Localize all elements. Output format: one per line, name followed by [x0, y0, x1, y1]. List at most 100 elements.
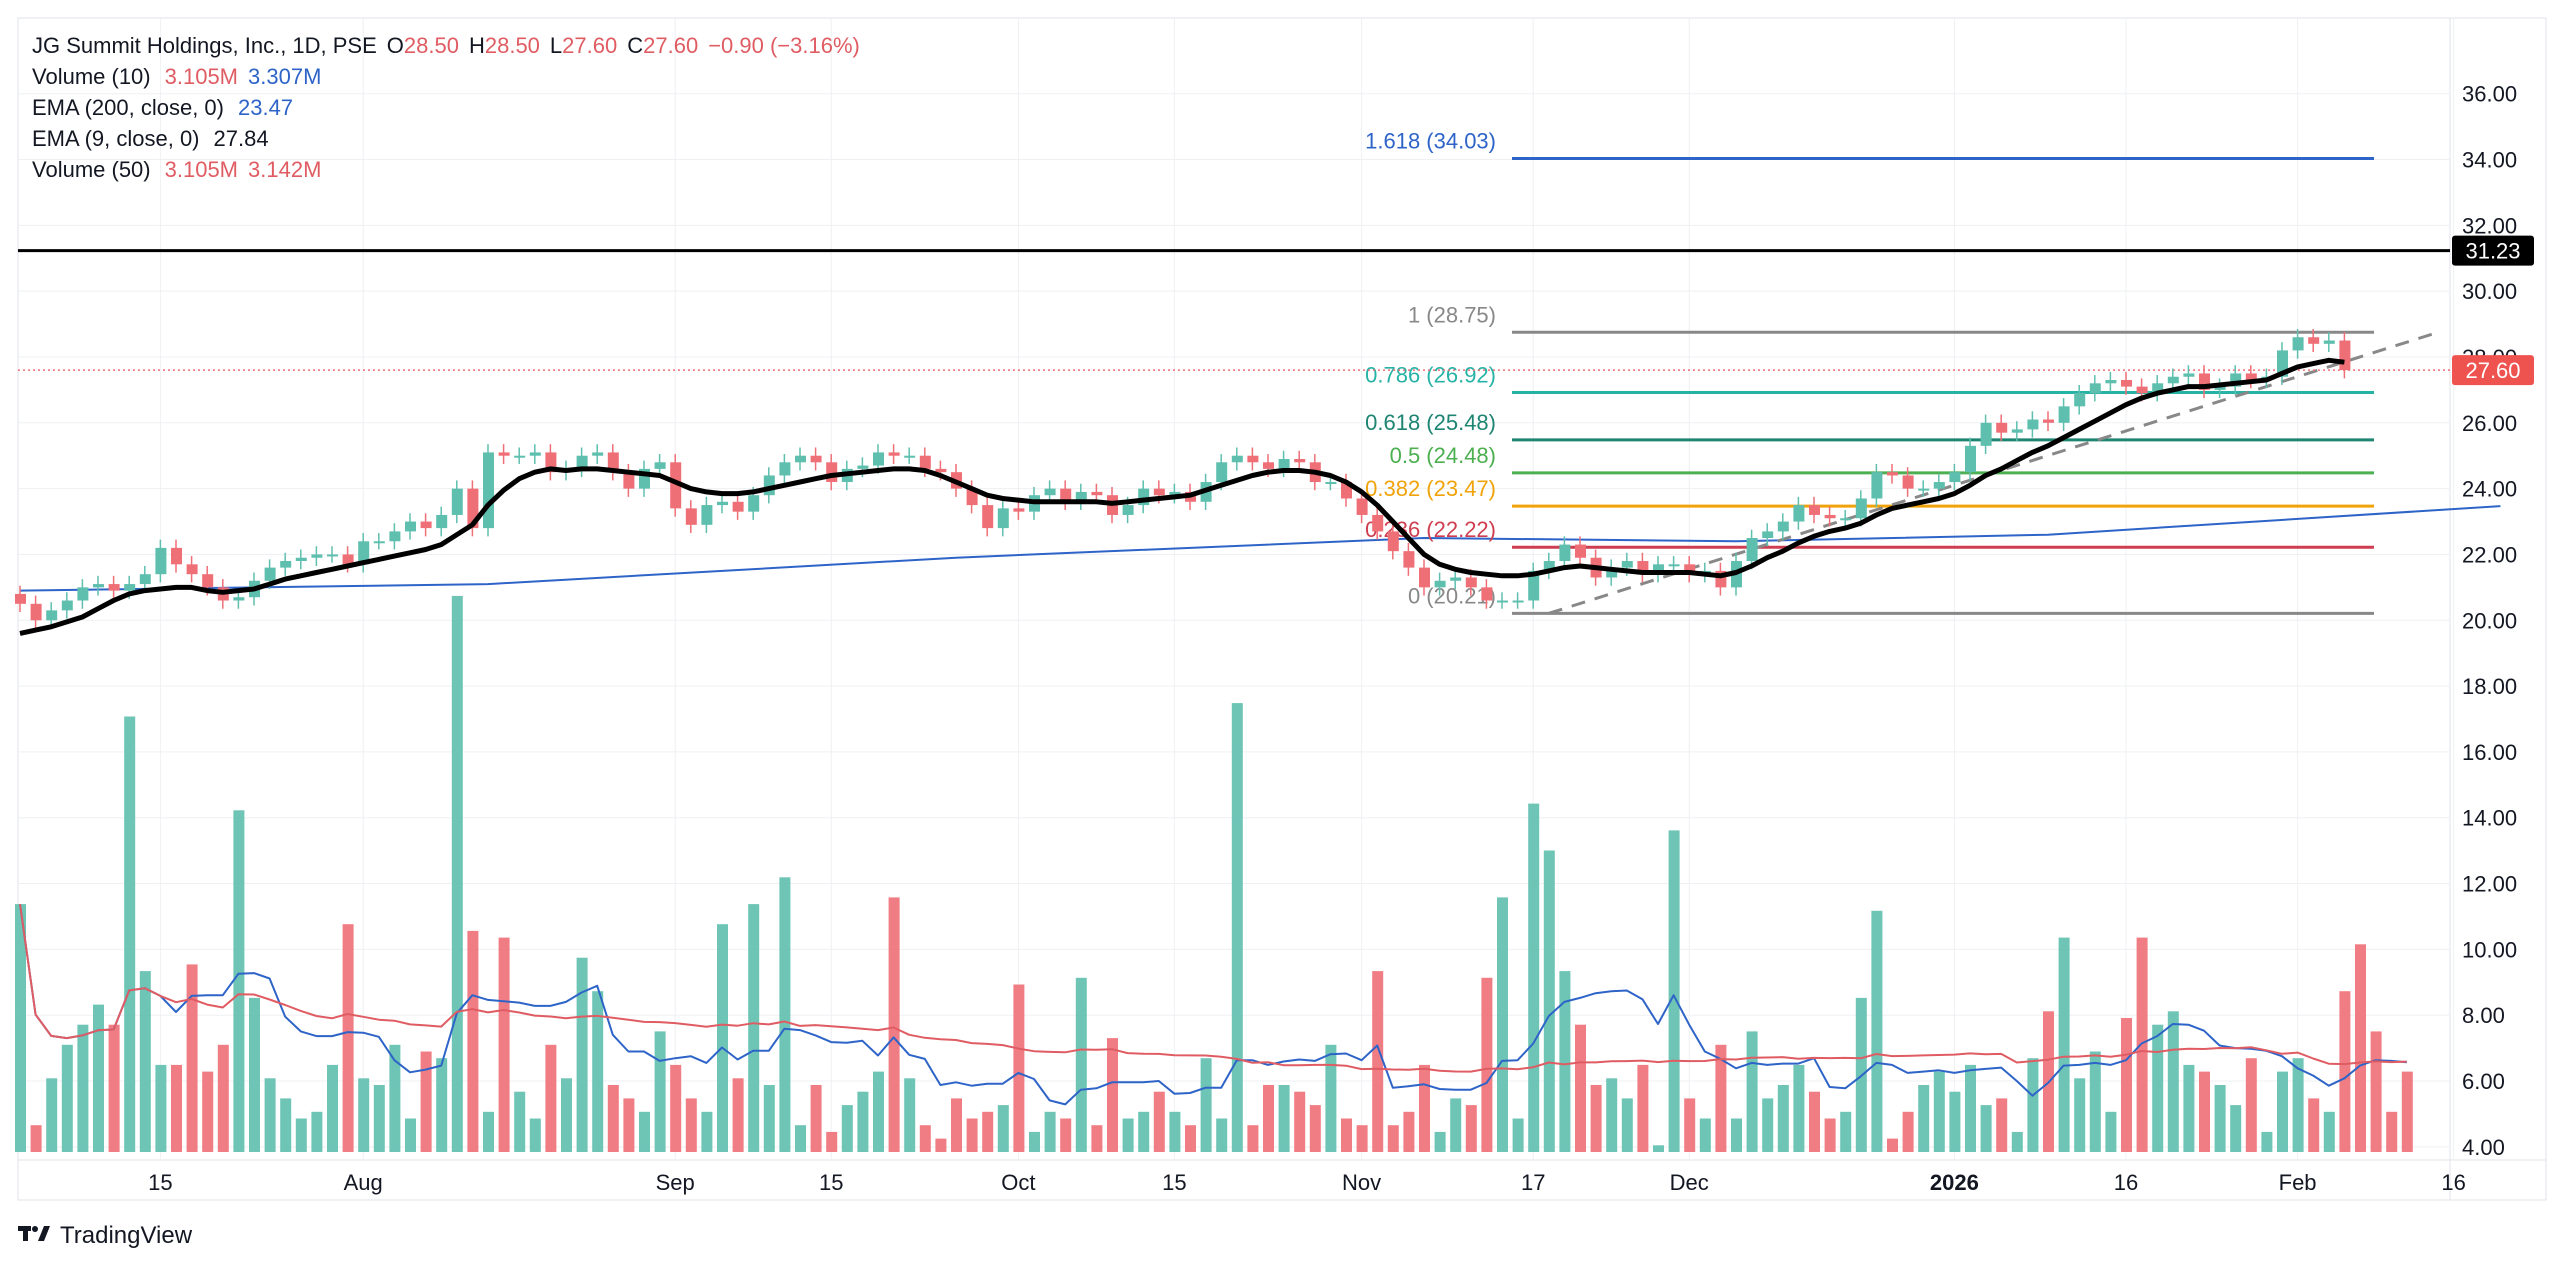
candle-body: [607, 452, 619, 473]
candle-body: [1996, 422, 2008, 433]
volume-bar: [857, 1091, 869, 1152]
candle-body: [1668, 564, 1680, 567]
candle-body: [935, 468, 947, 473]
candle-body: [420, 521, 432, 529]
indicator-volume10[interactable]: Volume (10) 3.105M 3.307M: [32, 61, 860, 92]
volume-bar: [171, 1064, 182, 1152]
candle-body: [654, 462, 666, 469]
indicator-value: 3.105M: [164, 157, 239, 182]
candle-body: [1450, 577, 1462, 581]
candle-body: [966, 488, 978, 506]
volume-ma50-line: [19, 903, 2407, 1073]
candle-body: [639, 468, 650, 489]
indicator-value: 27.84: [213, 126, 269, 151]
ohlc-low-label: L: [549, 33, 563, 58]
candle-body: [124, 584, 136, 591]
candle-body: [1465, 577, 1477, 588]
volume-bar: [46, 1078, 58, 1152]
volume-bar: [1356, 1125, 1368, 1152]
volume-bar: [826, 1131, 838, 1152]
volume-bar: [1731, 1118, 1742, 1152]
candle-body: [2136, 386, 2148, 394]
volume-bar: [1247, 1125, 1259, 1152]
volume-bar: [249, 997, 260, 1152]
volume-bar: [966, 1118, 978, 1152]
indicator-name: EMA (200, close, 0): [32, 95, 224, 120]
candle-body: [1684, 564, 1696, 575]
candle-body: [1138, 488, 1150, 506]
indicator-volume50[interactable]: Volume (50) 3.105M 3.142M: [32, 154, 860, 185]
volume-bar: [2261, 1131, 2273, 1152]
candle-body: [1481, 587, 1493, 601]
candle-body: [1419, 567, 1430, 588]
price-tick-label: 8.00: [2462, 1003, 2505, 1028]
volume-bar: [233, 810, 245, 1152]
time-tick-label: Oct: [1001, 1170, 1035, 1195]
candle-body: [1060, 488, 1072, 502]
volume-bar: [1684, 1098, 1696, 1152]
volume-bar: [2386, 1111, 2398, 1152]
symbol-title: JG Summit Holdings, Inc., 1D, PSE: [32, 33, 377, 58]
volume-bar: [592, 991, 604, 1152]
volume-bar: [1715, 1044, 1727, 1152]
candle-body: [1762, 531, 1774, 538]
price-tick-label: 4.00: [2462, 1135, 2505, 1160]
candle-body: [1855, 498, 1867, 519]
ema200-line: [19, 505, 2501, 592]
volume-bar: [1434, 1131, 1446, 1152]
volume-bar: [1341, 1118, 1352, 1152]
candle-body: [1325, 482, 1337, 485]
volume-bar: [1653, 1145, 1664, 1152]
candle-body: [358, 541, 370, 565]
candle-body: [545, 452, 557, 473]
volume-bar: [1153, 1091, 1165, 1152]
ohlc-close-label: C: [627, 33, 644, 58]
volume-bar: [2105, 1111, 2117, 1152]
candle-body: [389, 531, 401, 542]
price-tick-label: 24.00: [2462, 477, 2517, 502]
candle-body: [280, 561, 292, 568]
candle-body: [1247, 455, 1259, 463]
volume-bar: [30, 1125, 42, 1152]
volume-bar: [1918, 1085, 1930, 1152]
candle-body: [810, 455, 822, 463]
candle-body: [2121, 380, 2132, 387]
volume-bar: [1980, 1105, 1992, 1152]
indicator-value-2: 3.142M: [248, 157, 322, 182]
volume-bar: [1481, 977, 1493, 1152]
candle-body: [61, 600, 73, 611]
ohlc-low-value: 27.60: [562, 33, 618, 58]
candle-body: [1263, 462, 1274, 469]
price-tick-label: 22.00: [2462, 542, 2517, 567]
candle-body: [1653, 564, 1664, 575]
candle-body: [701, 505, 713, 525]
volume-bar: [748, 904, 760, 1152]
volume-bar: [483, 1111, 494, 1152]
candle-body: [732, 501, 744, 512]
candle-body: [1793, 505, 1805, 522]
candle-body: [1824, 514, 1836, 519]
volume-bar: [1809, 1091, 1820, 1152]
volume-bar: [61, 1044, 73, 1152]
price-change: −0.90 (−3.16%): [708, 33, 860, 58]
last-price-badge-bg: [2452, 355, 2534, 386]
volume-bar: [1606, 1078, 1618, 1152]
indicator-ema9[interactable]: EMA (9, close, 0) 27.84: [32, 123, 860, 154]
indicator-ema200[interactable]: EMA (200, close, 0) 23.47: [32, 92, 860, 123]
volume-bar: [1060, 1118, 1072, 1152]
candle-body: [436, 514, 448, 529]
candle-body: [2027, 419, 2039, 430]
volume-bar: [2401, 1071, 2413, 1152]
candle-body: [46, 610, 58, 621]
tradingview-brand[interactable]: TradingView: [18, 1222, 192, 1250]
volume-bar: [108, 1024, 120, 1152]
price-tick-label: 36.00: [2462, 82, 2517, 107]
volume-bar: [1528, 803, 1540, 1152]
indicator-value: 3.105M: [164, 64, 239, 89]
volume-ma10-line: [19, 903, 2407, 1106]
volume-bar: [561, 1078, 572, 1152]
price-tick-label: 20.00: [2462, 608, 2517, 633]
candle-body: [1294, 459, 1306, 463]
time-tick-label: Aug: [344, 1170, 383, 1195]
